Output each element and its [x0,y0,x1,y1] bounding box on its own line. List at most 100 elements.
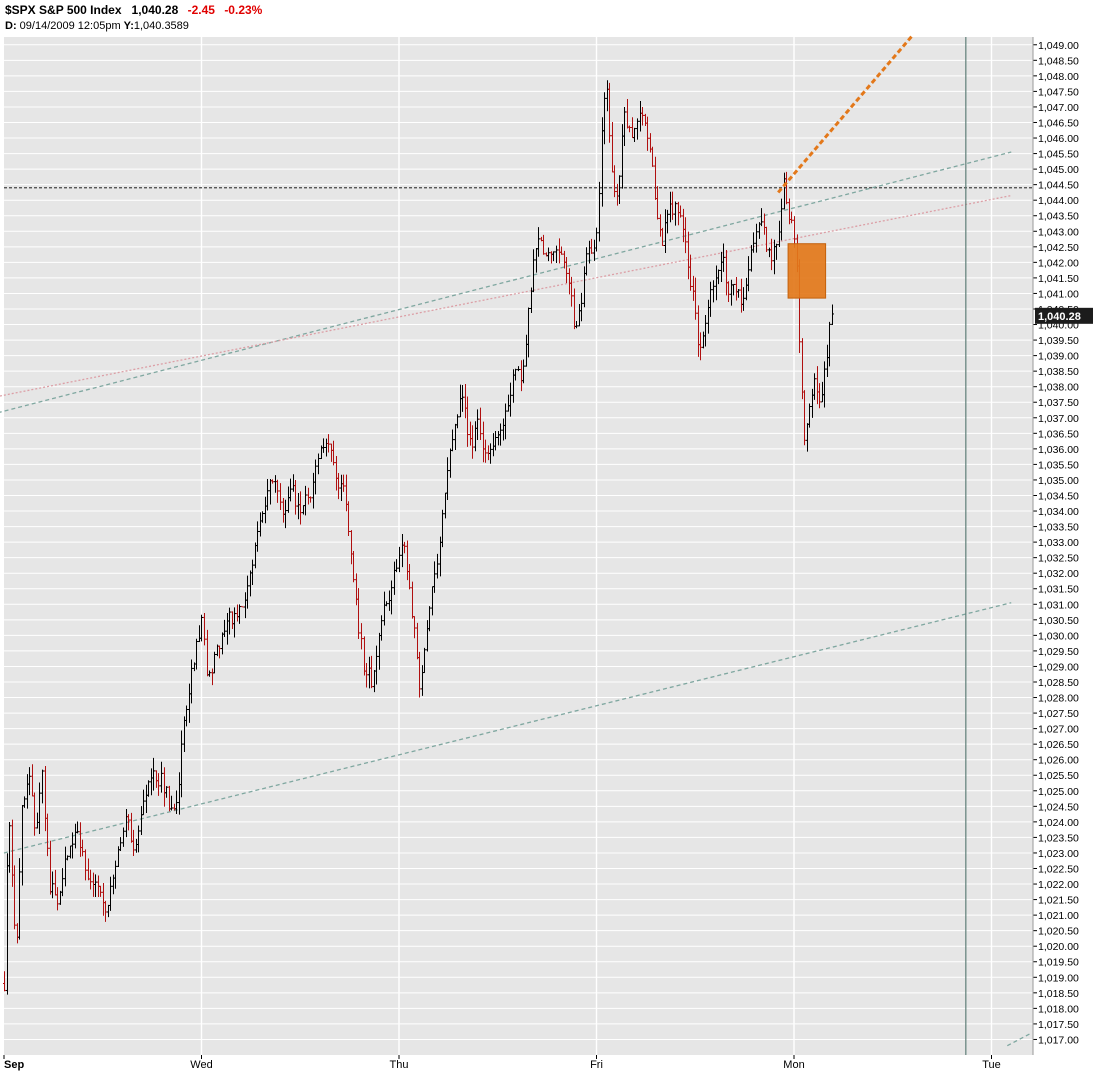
y-tick-label: 1,034.00 [1038,506,1079,518]
index-name: S&P 500 Index [39,3,122,17]
y-tick-label: 1,026.50 [1038,739,1079,751]
y-tick-label: 1,046.50 [1038,117,1079,129]
y-tick-label: 1,028.00 [1038,693,1079,705]
date-label: D: [5,20,17,32]
horizontal-gridlines [4,44,1033,1040]
y-tick-label: 1,029.50 [1038,646,1079,658]
x-tick-label: Thu [390,1059,409,1071]
y-tick-label: 1,017.50 [1038,1019,1079,1031]
y-tick-label: 1,038.50 [1038,366,1079,378]
highlight-box [787,243,827,299]
y-tick-label: 1,048.00 [1038,71,1079,83]
y-tick-label: 1,021.50 [1038,895,1079,907]
y-tick-label: 1,025.00 [1038,786,1079,798]
y-tick-label: 1,024.00 [1038,817,1079,829]
trend-line [1006,1032,1032,1047]
y-tick-label: 1,018.00 [1038,1003,1079,1015]
last-price: 1,040.28 [131,3,179,17]
y-tick-label: 1,045.50 [1038,149,1079,161]
y-tick-label: 1,033.00 [1038,537,1079,549]
y-tick-label: 1,039.00 [1038,351,1079,363]
y-tick-label: 1,030.50 [1038,615,1079,627]
crosshair-info: D: 09/14/2009 12:05pm Y:1,040.3589 [5,20,189,32]
y-tick-label: 1,023.50 [1038,832,1079,844]
plot-area[interactable] [4,37,1033,1055]
y-tick-label: 1,019.00 [1038,972,1079,984]
x-tick-label: Sep [4,1059,24,1071]
y-tick-label: 1,024.50 [1038,801,1079,813]
y-tick-label: 1,033.50 [1038,522,1079,534]
y-axis: 1,049.00 1,048.50 1,048.00 1,047.50 1,047.00… [1032,37,1079,1055]
y-value: 1,040.3589 [133,20,189,32]
y-tick-label: 1,031.00 [1038,599,1079,611]
y-axis-strip [1033,37,1093,1055]
y-tick-label: 1,044.00 [1038,195,1079,207]
y-tick-label: 1,043.50 [1038,211,1079,223]
y-tick-label: 1,047.00 [1038,102,1079,114]
y-tick-label: 1,032.50 [1038,553,1079,565]
title-line: $SPX S&P 500 Index 1,040.28 -2.45 -0.23% [5,3,262,17]
y-tick-label: 1,049.00 [1038,40,1079,52]
y-tick-label: 1,019.50 [1038,957,1079,969]
y-tick-label: 1,038.00 [1038,382,1079,394]
y-tick-label: 1,042.00 [1038,257,1079,269]
y-tick-label: 1,023.00 [1038,848,1079,860]
time-value: 12:05pm [77,20,121,32]
y-tick-label: 1,027.00 [1038,724,1079,736]
x-axis: Sep Wed Thu Fri Mon Tue [3,1055,1001,1071]
x-tick-label: Fri [590,1059,603,1071]
y-tick-label: 1,037.50 [1038,397,1079,409]
y-tick-label: 1,047.50 [1038,86,1079,98]
y-tick-label: 1,022.50 [1038,863,1079,875]
y-tick-label: 1,030.00 [1038,630,1079,642]
y-tick-label: 1,046.00 [1038,133,1079,145]
chart-header: $SPX S&P 500 Index 1,040.28 -2.45 -0.23%… [0,0,1093,36]
y-label: Y: [123,20,134,32]
symbol: $SPX [5,3,36,17]
y-tick-label: 1,035.00 [1038,475,1079,487]
last-price-box [1035,307,1093,324]
date-value: 09/14/2009 [19,20,75,32]
last-price-label: 1,040.28 [1038,311,1081,323]
x-tick-label: Wed [190,1059,212,1071]
trend-line [0,194,1012,397]
vertical-gridlines [200,37,993,1055]
x-tick-label: Mon [783,1059,804,1071]
drawing-tools-front[interactable] [777,34,914,299]
price-change-percent: -0.23% [224,3,263,17]
y-tick-label: 1,020.50 [1038,926,1079,938]
y-tick-label: 1,039.50 [1038,335,1079,347]
y-tick-label: 1,041.50 [1038,273,1079,285]
y-tick-label: 1,044.50 [1038,180,1079,192]
x-tick-label: Tue [982,1059,1001,1071]
y-tick-label: 1,045.00 [1038,164,1079,176]
y-tick-label: 1,022.00 [1038,879,1079,891]
trend-line [777,34,914,194]
y-tick-label: 1,042.50 [1038,242,1079,254]
trend-line [0,151,1012,413]
y-tick-label: 1,017.00 [1038,1034,1079,1046]
y-tick-label: 1,029.00 [1038,661,1079,673]
y-tick-label: 1,020.00 [1038,941,1079,953]
y-tick-label: 1,032.00 [1038,568,1079,580]
price-change: -2.45 [187,3,215,17]
drawing-tools[interactable] [0,37,1033,1055]
y-tick-label: 1,036.00 [1038,444,1079,456]
y-tick-label: 1,026.00 [1038,755,1079,767]
y-tick-label: 1,028.50 [1038,677,1079,689]
y-tick-label: 1,018.50 [1038,988,1079,1000]
trend-line [3,602,1012,854]
y-tick-label: 1,036.50 [1038,428,1079,440]
y-tick-label: 1,041.00 [1038,288,1079,300]
y-tick-label: 1,031.50 [1038,584,1079,596]
last-price-marker: 1,040.28 [1035,307,1093,324]
y-tick-label: 1,048.50 [1038,55,1079,67]
y-tick-label: 1,037.00 [1038,413,1079,425]
y-tick-label: 1,021.00 [1038,910,1079,922]
y-tick-label: 1,034.50 [1038,490,1079,502]
ohlc-bars [3,80,834,995]
y-tick-label: 1,025.50 [1038,770,1079,782]
y-tick-label: 1,043.00 [1038,226,1079,238]
y-tick-label: 1,027.50 [1038,708,1079,720]
